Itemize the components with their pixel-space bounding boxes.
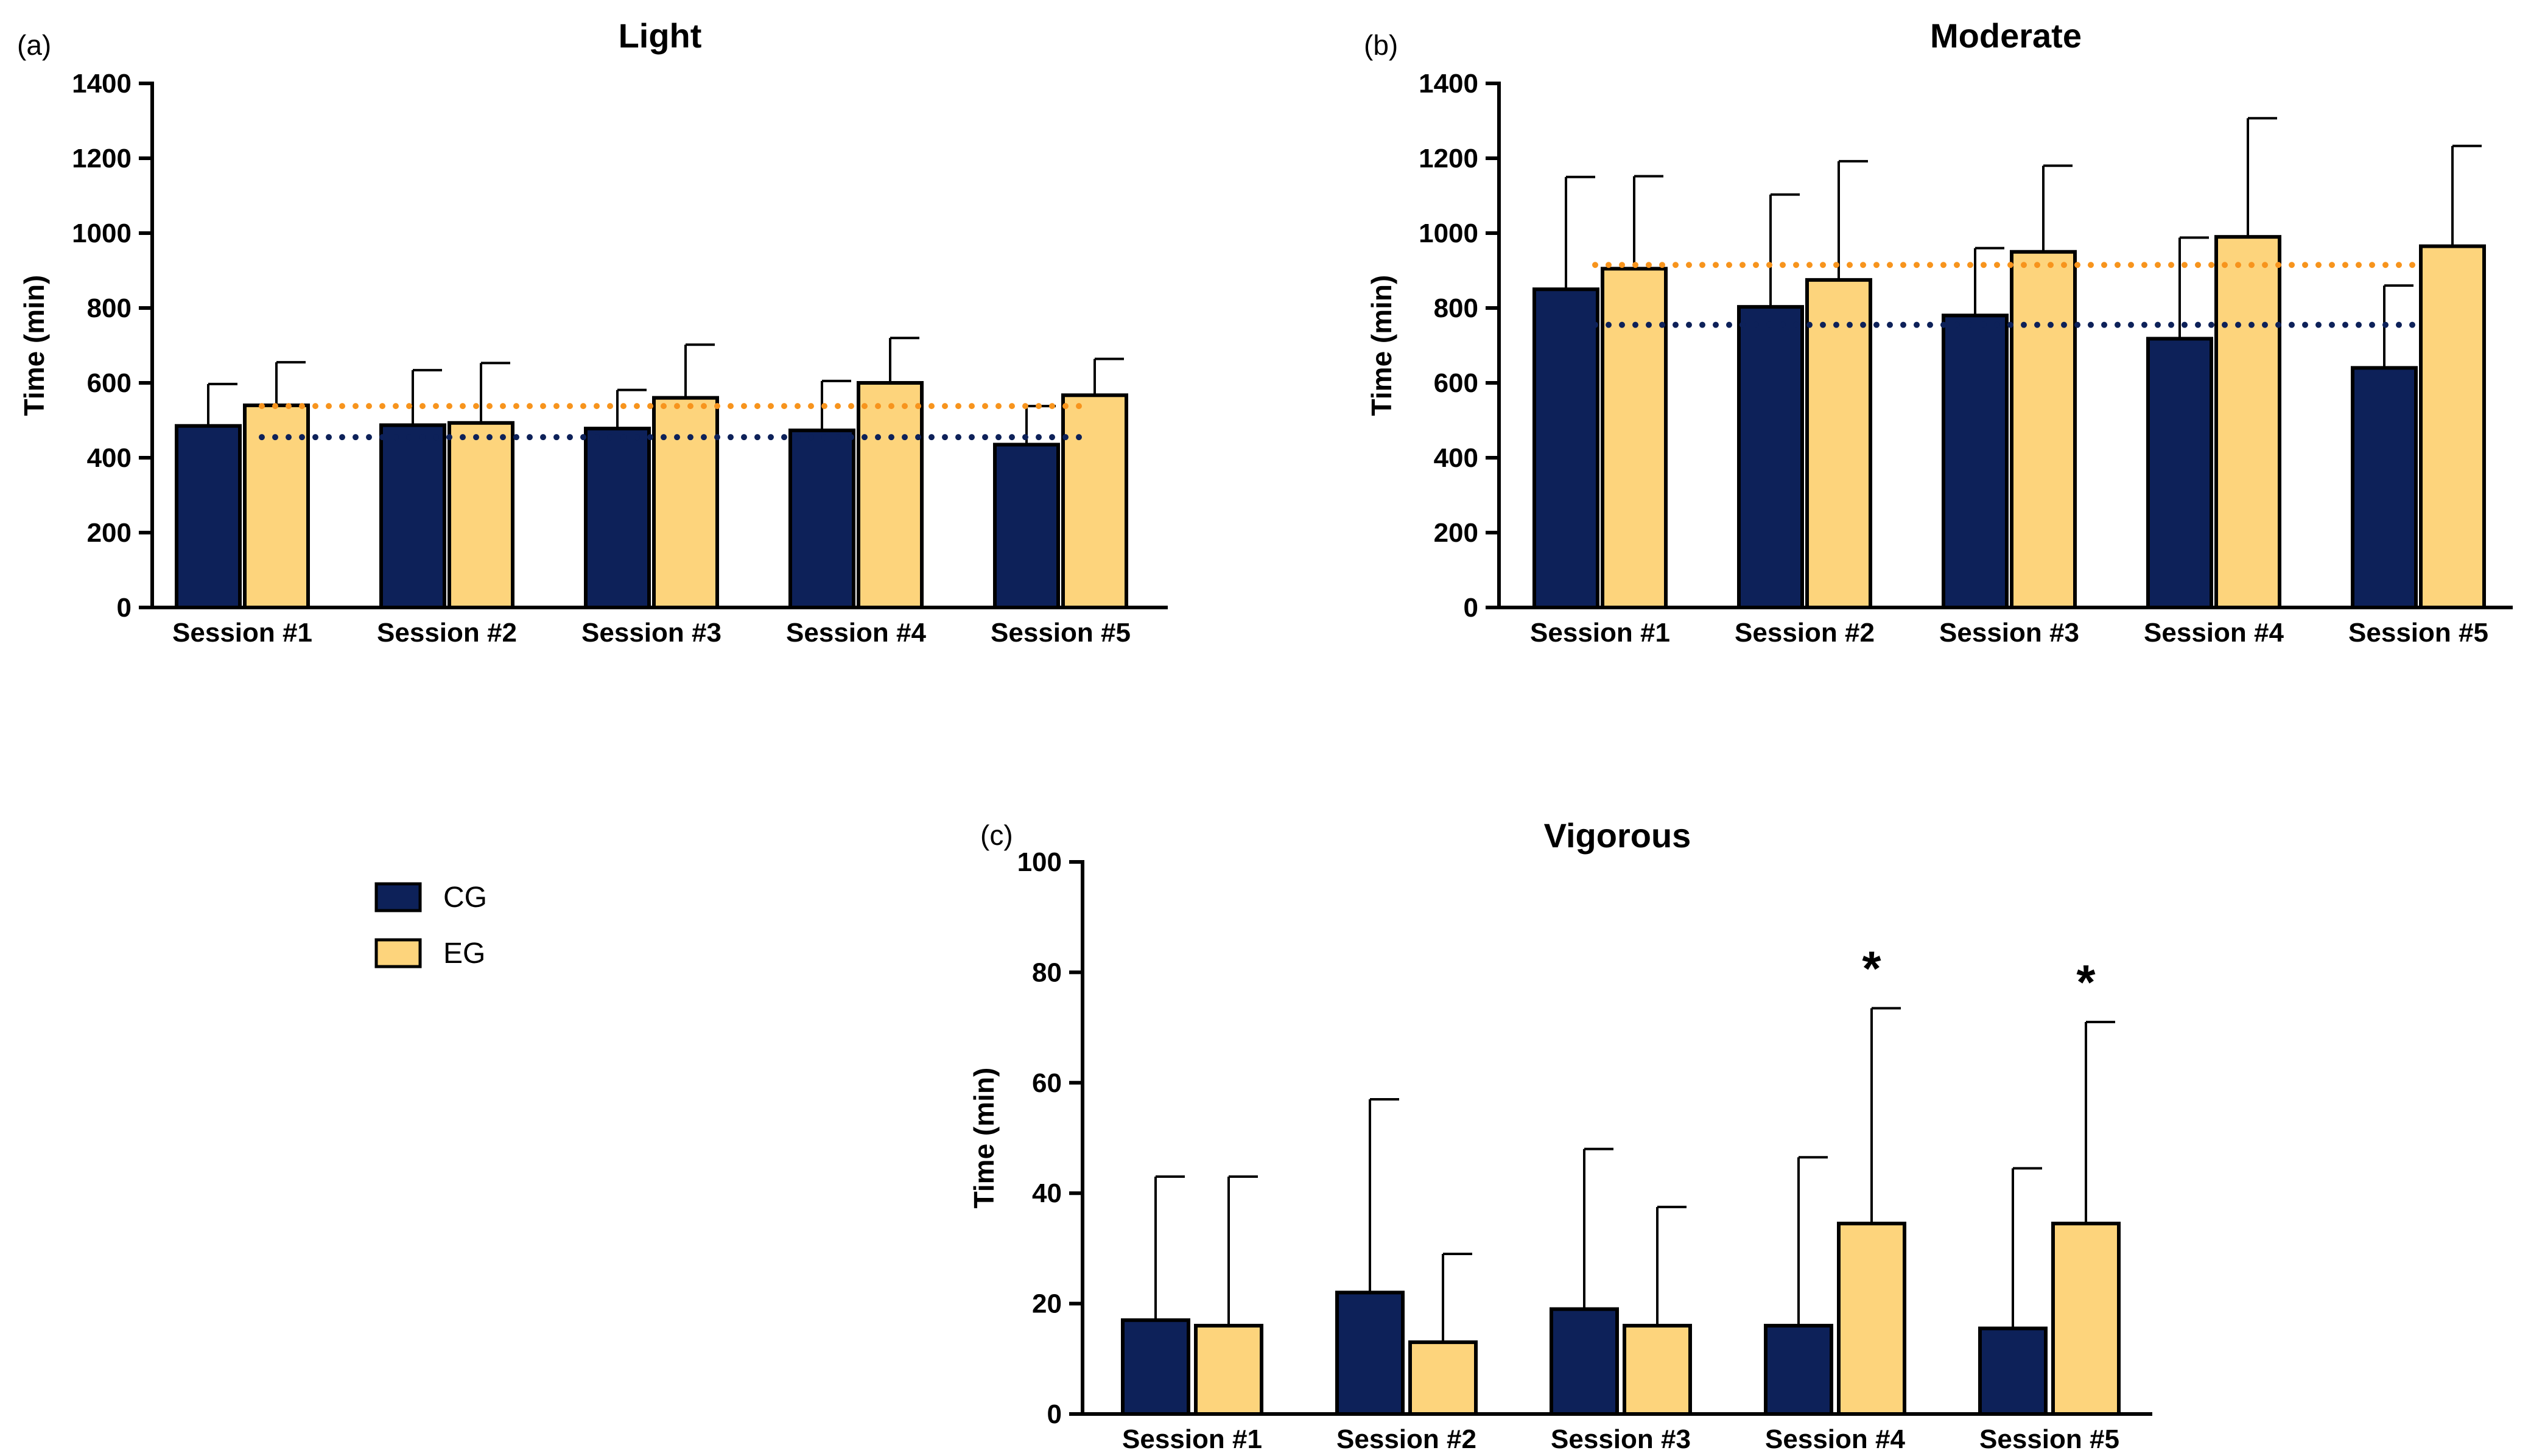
- panel-1-y-axis-title: Time (min): [18, 275, 50, 416]
- panel-3-bar-eg: [2051, 1222, 2121, 1416]
- panel-2-y-tick-label: 800: [1434, 293, 1478, 323]
- panel-1-y-tick-label: 0: [117, 593, 132, 623]
- panel-1-bar-eg: [652, 396, 719, 609]
- panel-3-significance-marker: *: [1862, 941, 1881, 995]
- panel-1-x-tick-label: Session #2: [377, 618, 517, 648]
- panel-1-title: Light: [619, 16, 702, 55]
- panel-1-x-tick-label: Session #5: [991, 618, 1131, 648]
- panel-3-x-tick-label: Session #1: [1122, 1424, 1262, 1454]
- panel-1-panel-label: (a): [17, 29, 51, 61]
- panel-2-x-tick-label: Session #2: [1735, 618, 1875, 648]
- panel-moderate: (b) Moderate Time (min) 0 200 400 600 800 1000 12…: [1364, 16, 2513, 648]
- panel-3-x-tick-label: Session #3: [1551, 1424, 1691, 1454]
- panel-2-panel-label: (b): [1364, 29, 1398, 61]
- panel-3-y-tick-label: 60: [1032, 1068, 1062, 1098]
- panel-1-y-tick-label: 400: [87, 443, 132, 473]
- panel-3-y-tick-label: 100: [1017, 847, 1062, 877]
- panel-2-y-tick-label: 200: [1434, 518, 1478, 548]
- panel-2-bar-cg: [1532, 287, 1599, 609]
- legend: CG EG: [374, 881, 487, 970]
- panel-3-title: Vigorous: [1544, 816, 1691, 855]
- panel-1-bar-cg: [379, 423, 446, 609]
- panel-1-y-tick-label: 600: [87, 368, 132, 398]
- panel-2-bar-eg: [1805, 278, 1872, 609]
- panel-1-bar-cg: [175, 424, 242, 609]
- panel-2-bar-cg: [1942, 313, 2009, 609]
- panel-2-x-tick-label: Session #4: [2144, 618, 2284, 648]
- panel-1-bar-cg: [584, 427, 651, 610]
- panel-2-x-tick-label: Session #1: [1530, 618, 1670, 648]
- panel-2-y-tick-label: 1000: [1419, 219, 1478, 248]
- panel-2-y-tick-label: 0: [1464, 593, 1478, 623]
- panel-vigorous: (c) Vigorous Time (min) 0 20 40 60 80 100 Session…: [968, 816, 2152, 1454]
- panel-2-bar-eg: [2214, 235, 2281, 609]
- panel-3-significance-marker: *: [2076, 955, 2096, 1009]
- panel-2-y-axis-title: Time (min): [1366, 275, 1397, 416]
- panel-1-bar-eg: [1061, 393, 1128, 609]
- panel-3-bar-eg: [1623, 1323, 1692, 1416]
- panel-2-y-tick-label: 600: [1434, 368, 1478, 398]
- panel-3-bar-eg: [1837, 1222, 1906, 1416]
- panel-1-y-tick-label: 800: [87, 293, 132, 323]
- panel-3-bar-eg: [1408, 1340, 1478, 1416]
- panel-1-bar-eg: [857, 381, 924, 609]
- panel-3-bar-cg: [1121, 1318, 1190, 1416]
- panel-3-bar-cg: [1550, 1307, 1619, 1416]
- panel-2-y-tick-label: 1400: [1419, 69, 1478, 99]
- panel-3-bar-cg: [1978, 1326, 2048, 1416]
- panel-1-y-tick-label: 1400: [72, 69, 132, 99]
- panel-3-y-tick-label: 0: [1047, 1399, 1062, 1429]
- panel-2-bar-cg: [2146, 337, 2213, 609]
- panel-3-panel-label: (c): [980, 819, 1013, 851]
- panel-1-bar-cg: [788, 429, 855, 609]
- panel-1-y-tick-label: 1000: [72, 219, 132, 248]
- panel-2-bar-eg: [2010, 250, 2077, 609]
- panel-2-bar-eg: [1601, 267, 1668, 609]
- panel-1-x-tick-label: Session #1: [172, 618, 312, 648]
- legend-label-eg: EG: [443, 937, 485, 970]
- panel-3-x-tick-label: Session #5: [1979, 1424, 2119, 1454]
- panel-2-bar-cg: [1737, 305, 1804, 609]
- panel-light: (a) Light Time (min) 0 200 400 600 800 1000 1200 1…: [17, 16, 1168, 648]
- panel-2-bar-eg: [2419, 244, 2486, 609]
- panel-3-x-tick-label: Session #4: [1765, 1424, 1905, 1454]
- panel-2-y-tick-label: 400: [1434, 443, 1478, 473]
- panel-2-bar-cg: [2351, 366, 2418, 610]
- panel-2-x-tick-label: Session #3: [1939, 618, 2079, 648]
- panel-3-x-tick-label: Session #2: [1336, 1424, 1476, 1454]
- panel-3-y-axis-title: Time (min): [968, 1068, 1000, 1209]
- panel-2-y-tick-label: 1200: [1419, 144, 1478, 173]
- panel-1-bar-eg: [448, 421, 514, 609]
- panel-1-bar-cg: [993, 443, 1060, 609]
- panel-1-y-tick-label: 1200: [72, 144, 132, 173]
- panel-3-bar-cg: [1335, 1290, 1405, 1416]
- legend-swatch-eg: [374, 938, 422, 968]
- panel-2-x-tick-label: Session #5: [2348, 618, 2488, 648]
- panel-3-y-tick-label: 40: [1032, 1178, 1062, 1208]
- legend-swatch-cg: [374, 882, 422, 912]
- panel-1-y-tick-label: 200: [87, 518, 132, 548]
- panel-1-x-tick-label: Session #3: [581, 618, 721, 648]
- panel-1-x-tick-label: Session #4: [786, 618, 926, 648]
- panel-3-y-tick-label: 20: [1032, 1289, 1062, 1319]
- legend-label-cg: CG: [443, 881, 487, 914]
- panel-3-y-tick-label: 80: [1032, 957, 1062, 987]
- panel-2-title: Moderate: [1930, 16, 2082, 55]
- panel-3-bar-cg: [1764, 1323, 1833, 1416]
- panel-3-bar-eg: [1194, 1323, 1263, 1416]
